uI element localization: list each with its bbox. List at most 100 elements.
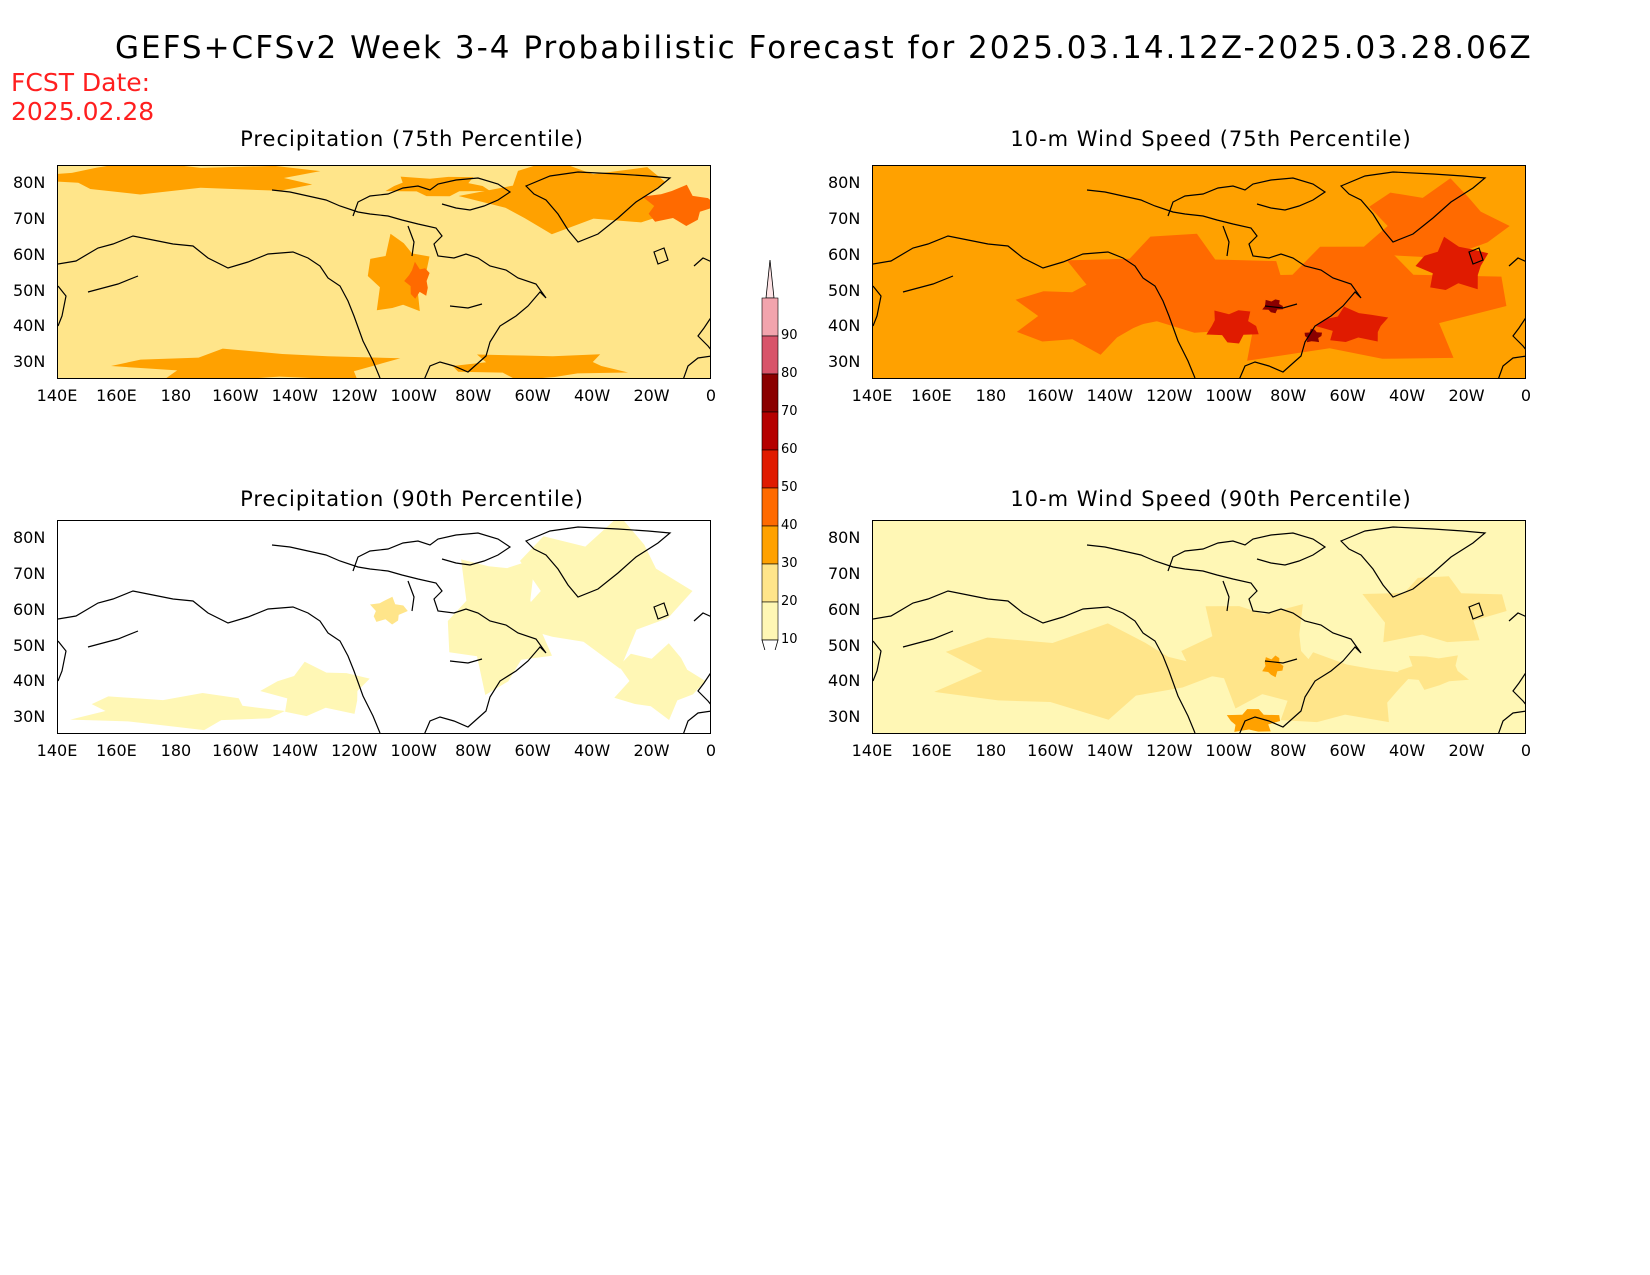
coastline [1468, 247, 1484, 265]
lon-tick-label: 140W [271, 386, 318, 405]
coastline [1508, 612, 1525, 705]
lon-tick-label: 60W [514, 386, 551, 405]
coastline [902, 275, 954, 293]
lat-tick-label: 60N [828, 600, 861, 619]
coastline [873, 285, 882, 327]
lon-tick-label: 160W [1027, 386, 1074, 405]
lon-tick-label: 20W [1448, 741, 1485, 760]
coastline [1339, 526, 1487, 598]
colorbar-level-label: 60 [781, 442, 798, 457]
lon-tick-label: 180 [160, 386, 192, 405]
main-title: GEFS+CFSv2 Week 3-4 Probabilistic Foreca… [115, 30, 1533, 66]
lon-tick-label: 40W [1388, 386, 1426, 405]
colorbar-level-label: 70 [781, 404, 798, 419]
lon-tick-label: 140W [1086, 386, 1133, 405]
fcst-date: 2025.02.28 [11, 97, 155, 126]
colorbar-extension-top [765, 260, 775, 299]
lat-tick-label: 80N [828, 173, 861, 192]
lat-tick-label: 70N [828, 209, 861, 228]
lat-tick-label: 50N [13, 636, 46, 655]
coastline [1339, 171, 1487, 243]
colorbar-segment [761, 411, 779, 451]
coastline [1222, 225, 1230, 257]
lon-tick-label: 60W [514, 741, 551, 760]
lon-tick-label: 80W [1270, 386, 1307, 405]
coastline [653, 602, 669, 620]
contour-field [58, 166, 710, 378]
colorbar-level-label: 50 [781, 480, 798, 495]
contour-field [873, 521, 1525, 733]
colorbar-extension-bottom [761, 639, 779, 650]
panel-title-wind-75: 10-m Wind Speed (75th Percentile) [1010, 127, 1412, 151]
colorbar-segment [761, 335, 779, 375]
lat-tick-label: 80N [13, 173, 46, 192]
lon-tick-label: 120W [331, 386, 378, 405]
lon-tick-label: 0 [1520, 741, 1532, 760]
lon-tick-label: 40W [1388, 741, 1426, 760]
coastline [1508, 257, 1525, 350]
coastline [1498, 355, 1525, 378]
map-precip-90 [57, 520, 711, 734]
contour-field [58, 521, 710, 733]
lat-tick-label: 30N [828, 707, 861, 726]
lat-tick-label: 30N [13, 707, 46, 726]
coastline [271, 544, 547, 733]
coastline [352, 532, 512, 572]
lon-tick-label: 160E [911, 386, 952, 405]
coastline [407, 580, 415, 612]
colorbar-segment [761, 487, 779, 527]
lat-tick-label: 70N [13, 209, 46, 228]
colorbar-level-label: 20 [781, 594, 798, 609]
colorbar-segment [761, 601, 779, 641]
lon-tick-label: 0 [705, 386, 717, 405]
lon-tick-label: 160W [1027, 741, 1074, 760]
lon-tick-label: 100W [1205, 741, 1252, 760]
lat-tick-label: 70N [828, 564, 861, 583]
coastline [873, 640, 882, 682]
panel-title-precip-90: Precipitation (90th Percentile) [240, 487, 584, 511]
lon-tick-label: 40W [573, 741, 611, 760]
lon-tick-label: 160W [212, 386, 259, 405]
lat-tick-label: 40N [13, 316, 46, 335]
colorbar-segment [761, 525, 779, 565]
lon-tick-label: 160E [96, 741, 137, 760]
map-wind-90 [872, 520, 1526, 734]
colorbar-segment [761, 297, 779, 337]
coastline [873, 235, 1196, 378]
colorbar [761, 260, 779, 650]
coastline [683, 355, 710, 378]
coastline [524, 171, 672, 243]
lat-tick-label: 30N [13, 352, 46, 371]
coastline [87, 275, 139, 293]
coastline [1264, 658, 1298, 664]
coastline [58, 235, 381, 378]
colorbar-level-label: 10 [781, 632, 798, 647]
coastline [524, 526, 672, 598]
coastline [58, 640, 67, 682]
lat-tick-label: 40N [13, 671, 46, 690]
lon-tick-label: 180 [160, 741, 192, 760]
lon-tick-label: 20W [633, 386, 670, 405]
lon-tick-label: 100W [390, 386, 437, 405]
lon-tick-label: 140E [851, 386, 893, 405]
lon-tick-label: 100W [390, 741, 437, 760]
coastline [1468, 602, 1484, 620]
lat-tick-label: 30N [828, 352, 861, 371]
lon-tick-label: 20W [1448, 386, 1485, 405]
lon-tick-label: 60W [1329, 386, 1366, 405]
fcst-label: FCST Date: [11, 68, 151, 97]
lon-tick-label: 180 [975, 386, 1007, 405]
coastline [1086, 544, 1362, 733]
lat-tick-label: 80N [828, 528, 861, 547]
lon-tick-label: 140E [36, 741, 78, 760]
map-precip-75 [57, 165, 711, 379]
colorbar-level-label: 30 [781, 556, 798, 571]
panel-title-wind-90: 10-m Wind Speed (90th Percentile) [1010, 487, 1412, 511]
colorbar-level-label: 80 [781, 366, 798, 381]
lat-tick-label: 40N [828, 316, 861, 335]
coastline [449, 658, 483, 664]
lat-tick-label: 50N [828, 636, 861, 655]
colorbar-segment [761, 373, 779, 413]
coastline [1222, 580, 1230, 612]
lon-tick-label: 120W [1146, 386, 1193, 405]
